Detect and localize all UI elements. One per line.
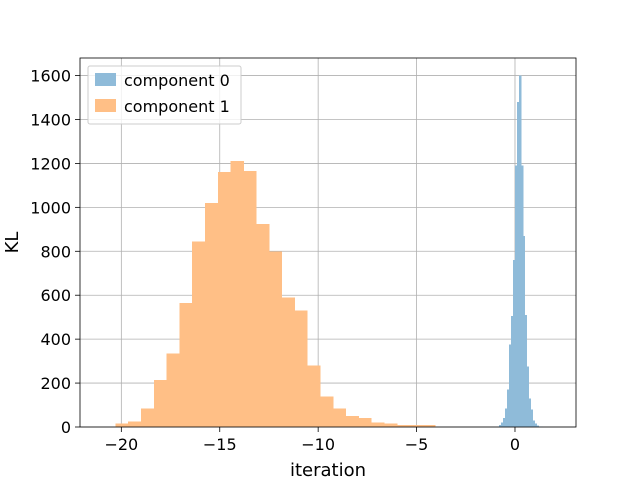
y-axis-label: KL [2,232,23,254]
axis-ticks: −20 −15 −10 −5 0 0 200 400 600 800 1000 1200 1400 160… [30,67,520,454]
histogram-bar-component-0 [505,408,508,427]
y-tick-label: 800 [40,242,71,261]
histogram-bar-component-0 [514,165,518,427]
x-axis-label: iteration [290,460,366,480]
y-tick-label: 600 [40,286,71,305]
legend-swatch-component-0 [95,73,116,86]
y-tick-label: 1000 [30,198,71,217]
histogram-bar-component-0 [507,389,510,427]
histogram-bar-component-1 [166,353,180,427]
histogram-bar-component-1 [204,202,219,427]
legend-label-component-0: component 0 [124,71,230,90]
x-tick-label: −20 [104,435,138,454]
histogram-bars [115,75,545,428]
y-tick-label: 400 [40,330,71,349]
histogram-bar-component-0 [526,366,530,427]
histogram-bar-component-0 [516,101,520,427]
histogram-bar-component-0 [499,425,502,427]
y-tick-label: 200 [40,374,71,393]
histogram-bar-component-1 [320,396,334,427]
histogram-bar-component-0 [503,418,506,427]
histogram-bar-component-0 [520,165,524,427]
histogram-bar-component-1 [307,365,321,427]
legend-label-component-1: component 1 [124,97,230,116]
histogram-bar-component-0 [532,420,536,427]
histogram-bar-component-1 [422,424,436,427]
y-tick-label: 0 [61,418,71,437]
plot-frame [79,57,577,428]
histogram-bar-component-0 [534,423,538,427]
histogram-bar-component-1 [128,421,142,427]
histogram-bar-component-1 [281,297,295,427]
histogram-bar-component-1 [192,241,206,427]
legend: component 0 component 1 [87,65,242,125]
histogram-bar-component-1 [371,422,385,427]
histogram-bar-component-0 [509,344,512,427]
histogram-bar-component-0 [524,314,528,427]
y-tick-label: 1200 [30,154,71,173]
histogram-bar-component-1 [256,223,270,427]
histogram-bar-component-1 [384,423,398,427]
histogram-bar-component-0 [522,235,526,427]
x-tick-label: −5 [405,435,429,454]
histogram-bar-component-1 [358,418,372,427]
histogram-bar-component-1 [345,416,359,427]
histogram-bar-component-0 [511,316,514,427]
histogram-bar-component-1 [294,310,308,427]
histogram-bar-component-1 [332,408,347,427]
histogram-bar-component-0 [513,260,516,427]
histogram-bar-component-1 [396,424,411,427]
histogram-bar-component-0 [536,425,540,427]
x-tick-label: −10 [301,435,335,454]
histogram-bar-component-1 [141,408,155,427]
y-tick-label: 1400 [30,111,71,130]
histogram-bar-component-1 [179,302,193,427]
grid [80,58,576,428]
histogram-bar-component-1 [153,379,168,427]
histogram-bar-component-1 [268,251,283,427]
histogram-bar-component-1 [409,424,423,427]
histogram-bar-component-1 [230,161,244,427]
histogram-bar-component-1 [115,423,129,427]
legend-box [87,65,242,125]
histogram-bar-component-1 [243,171,257,427]
y-tick-label: 1600 [30,67,71,86]
x-tick-label: −15 [203,435,237,454]
x-tick-label: 0 [510,435,520,454]
histogram-bar-component-0 [501,422,504,427]
legend-swatch-component-1 [95,99,116,112]
histogram-bar-component-1 [217,172,231,427]
histogram-bar-component-0 [528,398,532,427]
histogram-bar-component-0 [518,75,522,428]
histogram-bar-component-0 [530,409,534,427]
